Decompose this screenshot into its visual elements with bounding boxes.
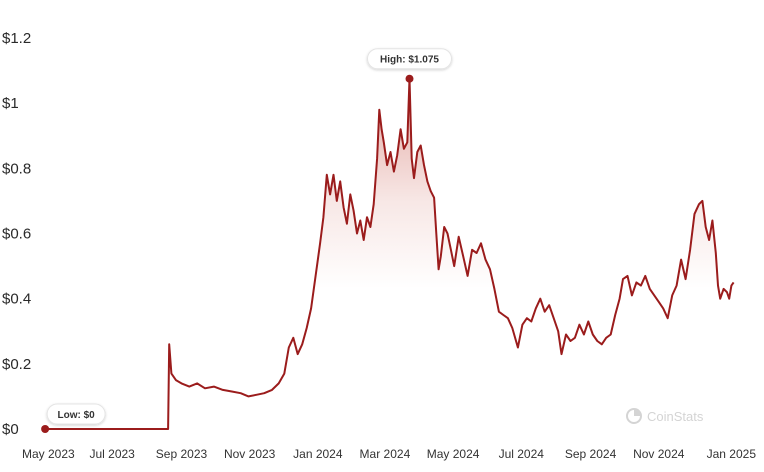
y-tick-label: $1.2 [2,30,31,47]
high-label: High: $1.075 [380,55,439,66]
watermark-text: CoinStats [647,409,704,424]
y-axis: $0 $0.2 $0.4 $0.6 $0.8 $1 $1.2 [2,30,31,438]
x-tick-label: Jul 2024 [499,447,545,461]
x-axis: May 2023 Jul 2023 Sep 2023 Nov 2023 Jan 2024… [22,447,756,461]
x-tick-label: Mar 2024 [360,447,411,461]
y-tick-label: $0.6 [2,226,31,243]
y-tick-label: $0 [2,421,19,438]
price-line [45,77,735,430]
low-label: Low: $0 [58,410,96,421]
x-tick-label: May 2024 [427,447,480,461]
x-tick-label: Sep 2024 [565,447,617,461]
coinstats-logo-icon [626,408,642,424]
y-tick-label: $1 [2,95,19,112]
y-tick-label: $0.8 [2,160,31,177]
x-tick-label: Sep 2023 [156,447,208,461]
y-tick-label: $0.2 [2,356,31,373]
x-tick-label: Jan 2024 [293,447,343,461]
x-tick-label: Jan 2025 [707,447,757,461]
low-marker [41,425,50,433]
coinstats-watermark: CoinStats [626,408,704,424]
x-tick-label: May 2023 [22,447,75,461]
price-area [45,78,734,429]
x-tick-label: Nov 2024 [633,447,685,461]
x-tick-label: Jul 2023 [89,447,135,461]
high-label-box [367,48,453,70]
high-callout: High: $1.075 [367,48,453,83]
x-tick-label: Nov 2023 [224,447,276,461]
low-callout: Low: $0 [41,403,106,433]
y-tick-label: $0.4 [2,291,31,308]
low-label-box [46,403,106,425]
high-marker [405,74,414,83]
